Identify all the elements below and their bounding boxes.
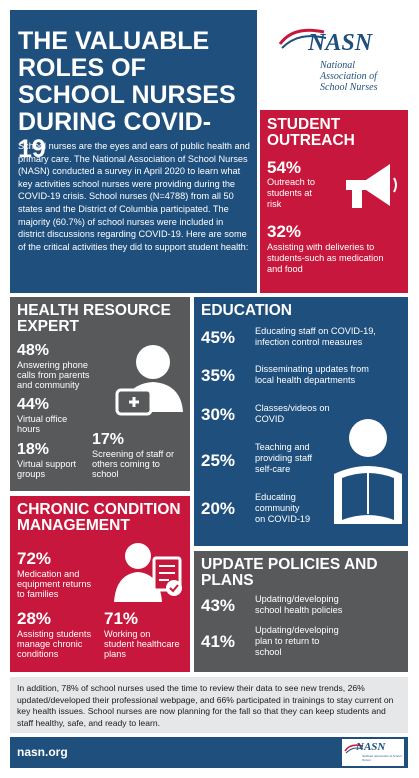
- footer-logo: NASN National Association of School Nurs…: [342, 739, 404, 766]
- chronic-pct-3: 71%: [104, 609, 139, 628]
- outreach-text-2b: students-such as medication: [267, 253, 384, 263]
- health-text-1b: calls from parents: [17, 370, 90, 380]
- edu-pct-1: 45%: [201, 328, 236, 347]
- health-text-4c: school: [92, 469, 119, 479]
- outreach-text-1a: Outreach to: [267, 177, 316, 187]
- reader-icon: [330, 416, 404, 528]
- edu-text-5c: on COVID-19: [255, 514, 311, 524]
- edu-pct-5: 20%: [201, 499, 236, 518]
- edu-text-3a: Classes/videos on: [255, 403, 330, 413]
- megaphone-icon: [340, 158, 400, 216]
- update-policies-panel: [194, 551, 408, 672]
- policies-pct-2: 41%: [201, 632, 236, 651]
- logo-line1: National: [320, 60, 356, 71]
- policies-heading-2: PLANS: [201, 572, 254, 589]
- logo-mark: NASN: [308, 30, 373, 56]
- nurse-laptop-icon: [95, 340, 185, 422]
- outreach-heading-2: OUTREACH: [267, 132, 355, 149]
- edu-text-5b: community: [255, 503, 300, 513]
- intro-text: School nurses are the eyes and ears of p…: [18, 141, 250, 252]
- chronic-heading-2: MANAGEMENT: [17, 517, 130, 534]
- outreach-text-1b: students at: [267, 188, 312, 198]
- health-text-3b: groups: [17, 469, 46, 479]
- edu-text-4b: providing staff: [255, 453, 313, 463]
- chronic-text-3b: student healthcare: [104, 639, 180, 649]
- education-heading: EDUCATION: [201, 302, 292, 319]
- chronic-text-2b: manage chronic: [17, 639, 83, 649]
- health-text-4b: others coming to: [92, 459, 160, 469]
- edu-text-3b: COVID: [255, 414, 285, 424]
- edu-text-4c: self-care: [255, 464, 291, 474]
- edu-text-2b: local health departments: [255, 375, 356, 385]
- edu-text-5a: Educating: [255, 492, 296, 502]
- chronic-text-2c: conditions: [17, 649, 59, 659]
- health-text-1c: and community: [17, 380, 80, 390]
- edu-text-2a: Disseminating updates from: [255, 364, 369, 374]
- nasn-logo: NASN National Association of School Nurs…: [278, 22, 403, 93]
- health-pct-2: 44%: [17, 396, 50, 413]
- edu-pct-4: 25%: [201, 451, 236, 470]
- intro-panel: [10, 10, 257, 293]
- outreach-pct-1: 54%: [267, 158, 302, 177]
- policies-text-1a: Updating/developing: [255, 594, 339, 604]
- health-heading-2: EXPERT: [17, 318, 80, 335]
- health-text-2b: hours: [17, 424, 40, 434]
- policies-text-1b: school health policies: [255, 605, 343, 615]
- health-pct-4: 17%: [92, 431, 125, 448]
- health-text-2a: Virtual office: [17, 414, 68, 424]
- health-pct-3: 18%: [17, 441, 50, 458]
- outreach-text-2a: Assisting with deliveries to: [267, 242, 375, 252]
- footer-logo-mark: NASN: [356, 741, 386, 753]
- footer-swoosh-icon: [344, 744, 364, 754]
- policies-text-2a: Updating/developing: [255, 625, 339, 635]
- policies-pct-1: 43%: [201, 596, 236, 615]
- edu-text-4a: Teaching and: [255, 442, 310, 452]
- chronic-text-1a: Medication and: [17, 569, 80, 579]
- logo-line2: Association of: [320, 71, 377, 82]
- edu-pct-2: 35%: [201, 366, 236, 385]
- outreach-pct-2: 32%: [267, 222, 302, 241]
- health-text-4a: Screening of staff or: [92, 449, 175, 459]
- outreach-heading-1: STUDENT: [267, 116, 341, 133]
- footer-logo-small: National Association of School Nurses: [362, 754, 402, 762]
- chronic-text-3a: Working on: [104, 629, 151, 639]
- outreach-text-2c: and food: [267, 264, 303, 274]
- health-text-3a: Virtual support: [17, 459, 77, 469]
- footer-panel: [10, 677, 408, 733]
- health-pct-1: 48%: [17, 342, 50, 359]
- footer-bar: [10, 737, 408, 768]
- footer-url[interactable]: nasn.org: [17, 745, 68, 759]
- chronic-text-2a: Assisting students: [17, 629, 92, 639]
- page-title: THE VALUABLE ROLES OF SCHOOL NURSES DURI…: [18, 27, 236, 163]
- edu-pct-3: 30%: [201, 405, 236, 424]
- chronic-text-3c: plans: [104, 649, 126, 659]
- edu-text-1b: infection control measures: [255, 337, 363, 347]
- chronic-pct-1: 72%: [17, 549, 52, 568]
- policies-heading-1: UPDATE POLICIES AND: [201, 556, 378, 573]
- health-text-1a: Answering phone: [17, 360, 88, 370]
- nurse-checklist-icon: [108, 540, 186, 604]
- chronic-text-1c: to families: [17, 589, 59, 599]
- outreach-text-1c: risk: [267, 199, 282, 209]
- health-heading-1: HEALTH RESOURCE: [17, 302, 171, 319]
- chronic-pct-2: 28%: [17, 609, 52, 628]
- policies-text-2b: plan to return to: [255, 636, 320, 646]
- chronic-text-1b: equipment returns: [17, 579, 92, 589]
- edu-text-1a: Educating staff on COVID-19,: [255, 326, 376, 336]
- footer-text: In addition, 78% of school nurses used t…: [17, 683, 394, 728]
- policies-text-2c: school: [255, 647, 282, 657]
- nasn-swoosh-icon: [278, 28, 327, 49]
- chronic-heading-1: CHRONIC CONDITION: [17, 501, 181, 518]
- logo-line3: School Nurses: [320, 82, 378, 93]
